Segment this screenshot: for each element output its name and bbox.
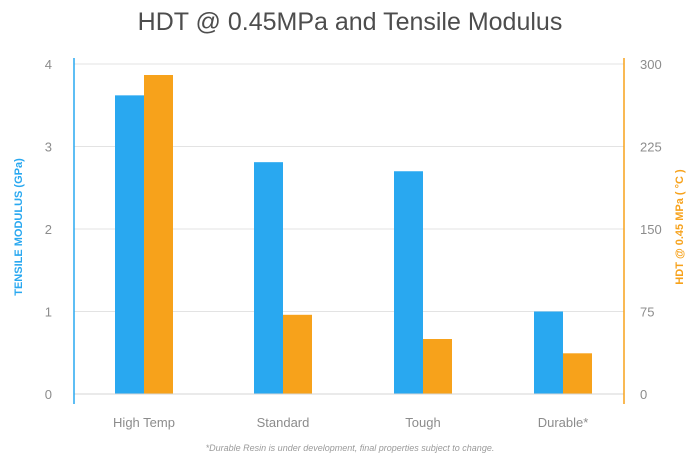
bar-hdt: [283, 314, 312, 394]
category-label: High Temp: [113, 415, 175, 430]
left-tick-label: 2: [45, 222, 52, 237]
bar-tensile-modulus: [534, 311, 563, 394]
bar-tensile-modulus: [254, 162, 283, 394]
category-label: Tough: [405, 415, 440, 430]
category-label: Durable*: [538, 415, 589, 430]
right-tick-label: 0: [640, 387, 647, 402]
chart-footnote: *Durable Resin is under development, fin…: [205, 443, 495, 453]
bar-tensile-modulus: [394, 171, 423, 394]
bar-hdt: [144, 75, 173, 394]
left-tick-label: 3: [45, 140, 52, 155]
right-tick-label: 300: [640, 57, 662, 72]
left-tick-label: 4: [45, 57, 52, 72]
right-tick-label: 150: [640, 222, 662, 237]
right-axis-label: HDT @ 0.45 MPa ( °C ): [674, 169, 686, 285]
left-axis-label: TENSILE MODULUS (GPa): [13, 158, 25, 296]
bar-hdt: [423, 339, 452, 394]
bar-hdt: [563, 353, 592, 394]
left-tick-label: 1: [45, 305, 52, 320]
left-tick-label: 0: [45, 387, 52, 402]
bar-tensile-modulus: [115, 95, 144, 394]
category-label: Standard: [257, 415, 310, 430]
chart-title: HDT @ 0.45MPa and Tensile Modulus: [137, 8, 563, 36]
right-tick-label: 225: [640, 140, 662, 155]
right-tick-label: 75: [640, 305, 654, 320]
